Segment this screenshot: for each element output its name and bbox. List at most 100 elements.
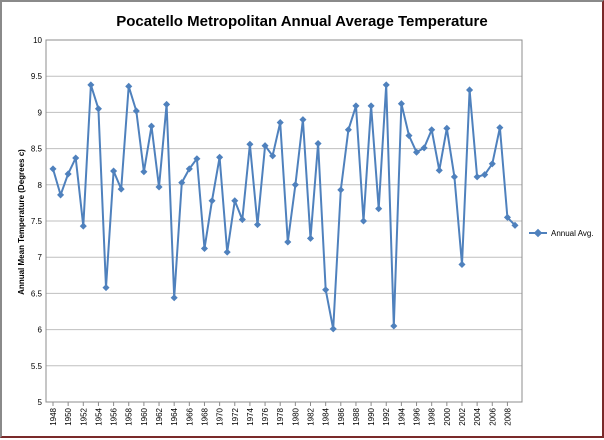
data-point [344,126,352,134]
data-point [503,213,511,221]
data-point [481,171,489,179]
data-point [87,81,95,89]
data-point [64,170,72,178]
data-point [352,102,360,110]
data-point [375,205,383,213]
y-tick-label: 7.5 [31,217,43,226]
data-point [200,244,209,253]
series-line [52,83,516,330]
x-tick-label: 1992 [382,407,391,425]
x-tick-label: 1996 [413,407,422,425]
x-tick-label: 1960 [140,407,149,425]
x-tick-label: 1962 [155,407,164,425]
data-point [253,221,262,229]
x-tick-labels: 1948 1950 1952 1954 1956 1958 1960 1962 1964 1966… [49,407,512,425]
data-point [367,102,375,110]
data-point [185,165,193,173]
x-tick-label: 1998 [428,407,437,425]
data-point [102,284,110,292]
data-point [299,116,307,124]
y-tick-label: 9.5 [31,72,43,81]
x-tick-label: 1954 [94,407,103,425]
data-point [276,119,284,127]
x-tick-label: 1994 [397,407,406,425]
x-tick-label: 1988 [352,407,361,425]
x-tick-label: 1982 [307,407,316,425]
data-point [269,152,277,160]
x-tick-label: 1970 [216,407,225,425]
data-point [329,325,337,333]
data-point [178,179,186,187]
y-tick-label: 8.5 [31,145,43,154]
x-tick-label: 1966 [185,407,194,425]
y-tick-label: 9 [38,108,43,117]
x-tick-label: 2004 [473,407,482,425]
data-point [382,81,390,89]
x-tick-label: 1986 [337,407,346,425]
x-tick-label: 1950 [64,407,73,425]
y-tick-label: 5.5 [31,362,43,371]
y-tick-labels: 5 5.5 6 6.5 7 7.5 8 8.5 9 9.5 10 [31,36,43,407]
data-point [231,197,239,205]
x-tick-label: 2000 [443,407,452,425]
y-axis-label: Annual Mean Temperature (Degrees c) [17,149,26,295]
data-point [246,140,254,148]
data-point [132,107,140,115]
data-point [359,217,368,225]
data-point [420,144,428,152]
data-point [72,154,80,162]
data-point [443,124,451,132]
plot-border [45,39,523,403]
data-point [337,186,345,194]
data-point [284,238,292,246]
data-point [450,173,458,181]
data-point [57,191,65,199]
data-point [94,105,102,113]
data-point [428,126,436,134]
data-point [405,132,413,140]
x-tick-label: 1948 [49,407,58,425]
x-tick-label: 1978 [276,407,285,425]
y-tick-label: 8 [38,181,43,190]
legend: Annual Avg. [529,228,594,238]
y-tick-label: 7 [38,253,43,262]
data-point [238,216,246,224]
data-point [147,122,155,130]
data-point [216,153,224,161]
x-tick-label: 1980 [291,407,300,425]
data-point [511,221,519,229]
y-tick-label: 10 [33,36,42,45]
data-point [496,124,504,132]
x-tick-label: 1976 [261,407,270,425]
x-tick-label: 1990 [367,407,376,425]
x-tick-label: 1974 [246,407,255,425]
data-point [49,165,57,173]
chart-title: Pocatello Metropolitan Annual Average Te… [116,13,487,30]
data-point [435,166,443,174]
data-point [163,100,171,108]
data-point [306,234,315,242]
x-tick-label: 2006 [488,407,497,425]
data-point [140,168,148,176]
data-point [208,197,216,205]
data-point [79,222,87,230]
data-point [223,248,231,256]
x-tick-label: 1968 [200,407,209,425]
data-point [488,160,496,168]
x-tick-label: 2008 [503,407,512,425]
series-group [49,81,519,333]
x-tick-label: 1984 [322,407,331,425]
data-point [322,286,330,294]
data-point [291,181,299,189]
data-point [125,82,133,90]
data-point [466,86,474,94]
data-point [390,322,398,330]
x-tick-label: 1972 [231,407,240,425]
data-point [261,142,269,150]
x-tick-label: 1964 [170,407,179,425]
y-tick-label: 6 [38,326,43,335]
data-point [193,155,201,163]
x-tick-label: 2002 [458,407,467,425]
